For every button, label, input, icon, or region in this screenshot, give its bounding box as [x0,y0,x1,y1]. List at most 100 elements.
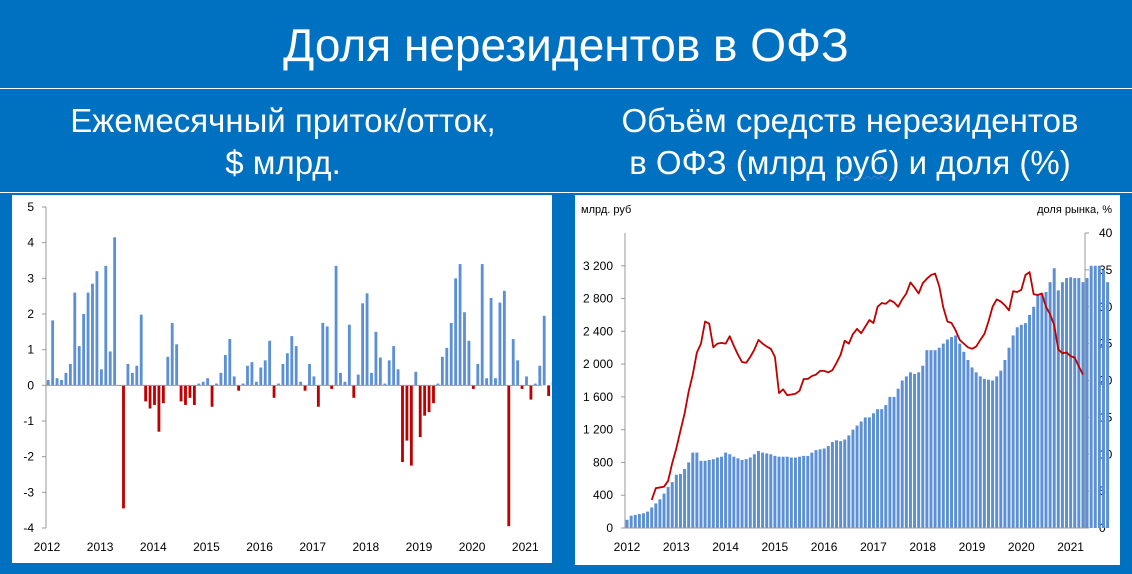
volume-bar [744,459,748,528]
flow-bar [161,385,165,404]
left-y-tick-label: 3 200 [583,259,613,273]
flow-bar [210,385,214,407]
y-tick-label: -4 [23,521,34,535]
x-tick-label: 2013 [87,540,114,554]
flow-bar [383,383,387,386]
volume-bar [1040,293,1044,528]
flow-bar [507,385,511,527]
flow-bar [130,372,134,386]
flow-bar [392,346,396,386]
x-tick-label: 2012 [34,540,61,554]
flow-bar [347,324,351,386]
volume-bar [929,350,933,528]
volume-bar [1073,278,1077,528]
monthly-flow-chart: -4 -3 -2 -1 0 1 2 3 4 5 2012 2013 2014 2015 2016 2017 20… [23,200,564,554]
flow-bar [197,383,201,386]
volume-bar [678,473,682,528]
volume-bar [933,350,937,528]
flow-bar [449,322,453,386]
volume-bar [715,457,719,528]
right-subtitle-part-b: руб [834,144,889,181]
volume-bar [777,456,781,528]
volume-bar [818,449,822,528]
flow-bar [361,303,365,386]
volume-bar [941,343,945,529]
flow-bar [423,385,427,416]
left-subtitle-line2: $ млрд. [225,144,341,181]
flow-bar [396,369,400,386]
x-tick-label: 2018 [909,540,936,554]
volume-bar [1077,278,1081,528]
volume-share-chart: млрд. руб доля рынка, % 0 400 800 1 200 1 60… [581,204,1113,554]
y-tick-label: 0 [27,378,34,392]
flow-bar [533,383,537,386]
flow-bar [215,383,218,386]
volume-bar [699,460,703,528]
volume-bar [793,457,797,528]
volume-bar [633,514,637,528]
flow-bar [409,385,413,466]
flow-bar [471,385,475,389]
flow-bar [542,315,546,386]
flow-bar [246,365,249,386]
y-tick-label: -2 [23,450,34,464]
flow-bar [201,381,205,386]
volume-bar [843,439,847,528]
x-tick-label: 2017 [299,540,326,554]
flow-bar [516,360,520,386]
volume-bar [757,450,760,528]
volume-bar [670,482,674,528]
volume-bar [970,367,974,528]
volume-bar [937,347,941,528]
left-y-tick-label: 2 000 [583,357,613,371]
flow-bar [184,385,187,405]
x-tick-label: 2020 [1008,540,1035,554]
flow-bar [281,363,285,386]
volume-bar [991,380,995,528]
subtitle-divider [0,192,1132,193]
flow-bar [108,351,112,386]
volume-bar [1028,314,1032,528]
left-subtitle-line1: Ежемесячный приток/отток, [70,102,496,139]
y-tick-label: 1 [27,343,34,357]
y-tick-label: 5 [27,200,34,214]
right-chart-panel: млрд. руб доля рынка, % 0 400 800 1 200 1 60… [575,195,1120,565]
volume-bar [802,455,806,528]
volume-bar [724,452,728,528]
volume-bar [691,452,695,528]
flow-bar [467,340,471,386]
flow-bar [77,346,81,386]
left-y-tick-label: 2 800 [583,292,613,306]
x-tick-label: 2013 [663,540,690,554]
volume-bar [1044,292,1048,528]
left-y-tick-label: 2 400 [583,324,613,338]
flow-bar [250,362,254,386]
volume-bar [835,440,838,528]
volume-bar [687,462,691,528]
volume-bar [999,370,1003,528]
volume-bar [896,388,900,528]
volume-bar [880,409,884,528]
flow-bar [401,385,404,463]
volume-bar [629,515,633,528]
x-tick-label: 2021 [512,540,539,554]
flow-bar [485,378,489,386]
flow-bar [166,356,170,386]
x-tick-label: 2017 [860,540,887,554]
volume-bar [703,460,707,528]
volume-bar [966,360,970,528]
volume-bar [872,413,875,528]
flow-bar [374,331,378,386]
flow-bar [356,374,360,386]
flow-bar [68,363,72,386]
volume-bar [789,457,793,528]
volume-bar [674,474,678,528]
volume-bar [662,493,666,528]
flow-bar [454,278,458,386]
volume-bar [958,343,962,529]
flow-bar [157,385,161,432]
flow-bar [219,372,223,386]
flow-bar [82,314,86,386]
volume-bar [752,454,756,528]
flow-bar [529,385,533,400]
